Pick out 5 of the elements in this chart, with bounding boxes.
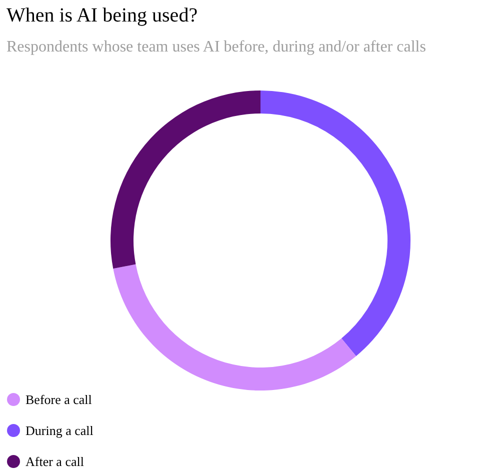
legend-label: During a call xyxy=(26,423,94,438)
chart-subtitle: Respondents whose team uses AI before, during and/or after calls xyxy=(6,38,426,56)
chart-title: When is AI being used? xyxy=(6,4,198,26)
legend-label: After a call xyxy=(26,454,84,469)
legend-label: Before a call xyxy=(26,392,92,407)
